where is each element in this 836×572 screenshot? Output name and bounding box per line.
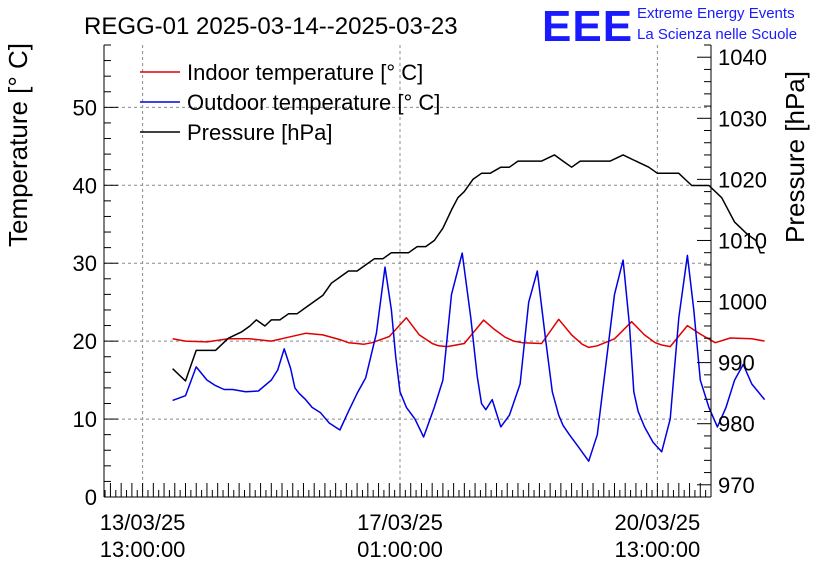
y-tick-label: 30 xyxy=(73,251,97,276)
x-tick-label-date: 13/03/25 xyxy=(100,510,186,535)
y-axis-label: Temperature [° C] xyxy=(3,43,33,247)
y-tick-label: 20 xyxy=(73,329,97,354)
x-tick-label-time: 13:00:00 xyxy=(615,537,701,562)
x-tick-label-time: 13:00:00 xyxy=(100,537,186,562)
y-tick-label: 40 xyxy=(73,173,97,198)
legend-label: Indoor temperature [° C] xyxy=(187,60,423,85)
eee-logo: EEE Extreme Energy Events La Scienza nel… xyxy=(542,2,797,51)
logo-mark: EEE xyxy=(542,2,633,51)
series-line-1 xyxy=(172,317,765,349)
y-right-tick-label: 1030 xyxy=(718,106,767,131)
chart-title: REGG-01 2025-03-14--2025-03-23 xyxy=(84,13,458,40)
x-tick-label-date: 17/03/25 xyxy=(357,510,443,535)
y-tick-label: 50 xyxy=(73,95,97,120)
legend-label: Pressure [hPa] xyxy=(187,120,333,145)
y-right-tick-label: 1040 xyxy=(718,45,767,70)
y-tick-label: 10 xyxy=(73,407,97,432)
series-line-3 xyxy=(172,154,765,382)
y-axis-label-right: Pressure [hPa] xyxy=(780,71,810,243)
axes: 0102030405097098099010001010102010301040… xyxy=(73,44,767,562)
y-right-tick-label: 990 xyxy=(718,351,755,376)
y-tick-label: 0 xyxy=(85,485,97,510)
legend: Indoor temperature [° C] Outdoor temperat… xyxy=(140,60,440,145)
y-right-tick-label: 1020 xyxy=(718,167,767,192)
y-right-tick-label: 1010 xyxy=(718,228,767,253)
y-right-tick-label: 1000 xyxy=(718,290,767,315)
series-line-2 xyxy=(172,252,766,462)
logo-line-1: Extreme Energy Events xyxy=(637,5,795,22)
legend-label: Outdoor temperature [° C] xyxy=(187,90,440,115)
y-right-tick-label: 980 xyxy=(718,412,755,437)
series-layer xyxy=(172,154,766,462)
logo-line-2: La Scienza nelle Scuole xyxy=(637,26,797,43)
x-tick-label-date: 20/03/25 xyxy=(615,510,701,535)
y-right-tick-label: 970 xyxy=(718,473,755,498)
x-tick-label-time: 01:00:00 xyxy=(357,537,443,562)
